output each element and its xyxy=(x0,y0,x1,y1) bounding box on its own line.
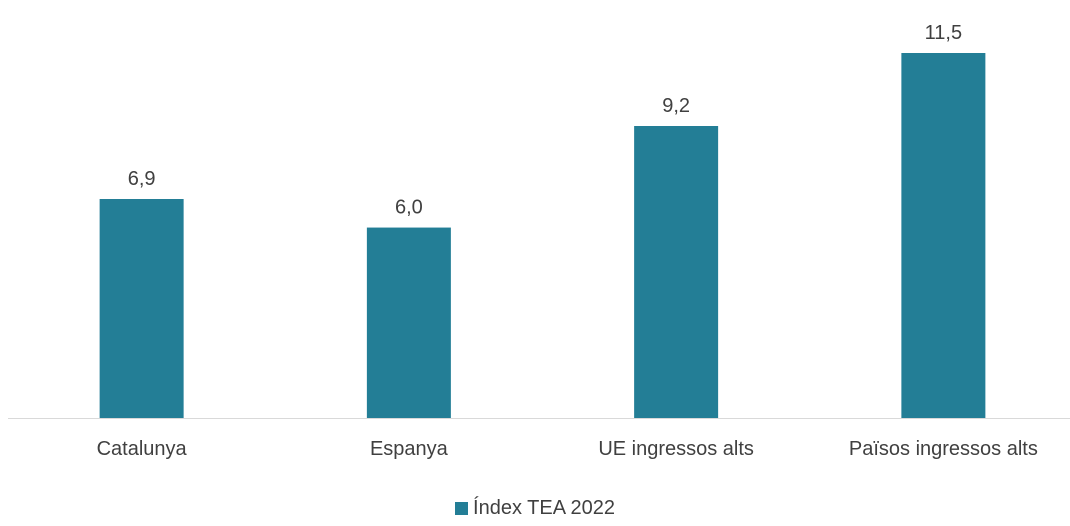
bar xyxy=(99,199,184,418)
category-label: Espanya xyxy=(370,438,449,460)
data-label: 6,0 xyxy=(395,197,423,219)
category-label: Catalunya xyxy=(97,438,188,460)
data-label: 9,2 xyxy=(662,95,690,117)
bar xyxy=(634,126,719,418)
bar xyxy=(901,53,986,418)
data-labels-layer: 6,9 6,0 9,2 11,5 xyxy=(128,22,962,219)
category-label: Països ingressos alts xyxy=(849,438,1038,460)
bar xyxy=(366,227,451,418)
legend: Índex TEA 2022 xyxy=(0,497,1070,520)
legend-label: Índex TEA 2022 xyxy=(473,497,615,519)
legend-swatch xyxy=(455,502,469,515)
category-label: UE ingressos alts xyxy=(598,438,754,460)
data-label: 11,5 xyxy=(925,22,962,44)
data-label: 6,9 xyxy=(128,168,156,190)
bars-layer xyxy=(99,53,986,418)
category-labels-layer: Catalunya Espanya UE ingressos alts Països … xyxy=(97,438,1038,460)
